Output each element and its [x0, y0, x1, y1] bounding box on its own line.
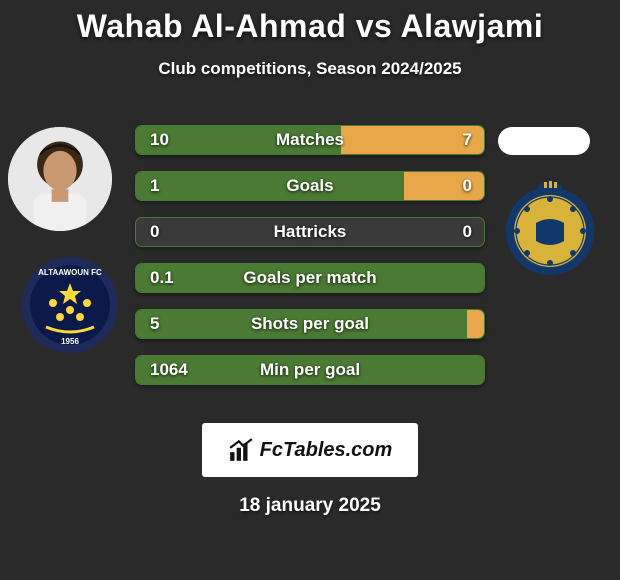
stat-label: Goals: [136, 172, 484, 200]
stat-label: Matches: [136, 126, 484, 154]
stat-value-right: 0: [463, 218, 472, 246]
subtitle: Club competitions, Season 2024/2025: [0, 59, 620, 79]
footer-brand-logo: FcTables.com: [202, 423, 418, 477]
page-title: Wahab Al-Ahmad vs Alawjami: [0, 0, 620, 45]
badge-right-icon: [500, 179, 600, 279]
date-text: 18 january 2025: [0, 495, 620, 517]
stat-value-right: 0: [463, 172, 472, 200]
stat-value-left: 1064: [150, 356, 188, 384]
stat-value-left: 0.1: [150, 264, 174, 292]
stat-row: Goals1 0: [135, 171, 485, 201]
stat-row: Min per goal1064: [135, 355, 485, 385]
badge-left-icon: ALTAAWOUN FC 1956: [20, 255, 120, 355]
stat-row: Hattricks0 0: [135, 217, 485, 247]
stat-value-left: 0: [150, 218, 159, 246]
stat-row: Shots per goal5: [135, 309, 485, 339]
stat-row: Matches10 7: [135, 125, 485, 155]
svg-text:ALTAAWOUN FC: ALTAAWOUN FC: [38, 268, 102, 277]
stat-label: Min per goal: [136, 356, 484, 384]
stat-value-left: 1: [150, 172, 159, 200]
comparison-stage: ALTAAWOUN FC 1956: [0, 109, 620, 409]
chart-icon: [228, 437, 254, 463]
stat-bars: Matches107Goals10Hattricks00Goals per ma…: [135, 125, 485, 401]
stat-label: Goals per match: [136, 264, 484, 292]
stat-label: Shots per goal: [136, 310, 484, 338]
club-badge-left: ALTAAWOUN FC 1956: [20, 255, 120, 355]
svg-text:1956: 1956: [61, 337, 79, 346]
person-placeholder-icon: [8, 127, 112, 231]
player-photo-left: [8, 127, 112, 231]
stat-label: Hattricks: [136, 218, 484, 246]
stat-value-left: 10: [150, 126, 169, 154]
stat-row: Goals per match0.1: [135, 263, 485, 293]
club-badge-right: [500, 179, 600, 279]
footer-brand-text: FcTables.com: [260, 439, 393, 462]
stat-value-right: 7: [463, 126, 472, 154]
player-photo-right: [498, 127, 590, 155]
stat-value-left: 5: [150, 310, 159, 338]
